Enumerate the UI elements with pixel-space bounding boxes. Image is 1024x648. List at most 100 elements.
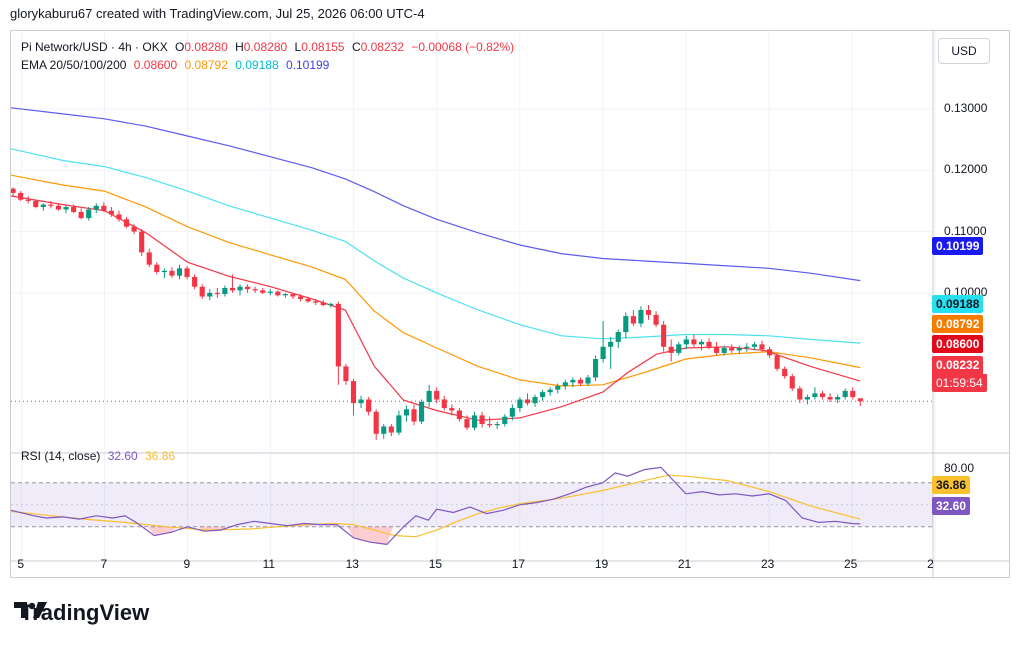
candle-body [562,382,568,387]
candle-body [366,399,372,412]
candle-body [33,200,39,208]
open-value: 0.08280 [184,40,228,54]
rsi-tick-label: 80.00 [944,460,975,475]
author-line: glorykaburu67 created with TradingView.c… [10,6,425,21]
candle-body [48,204,54,206]
ema200-price-tag: 0.10199 [932,237,984,255]
time-tick-label: 17 [511,557,526,571]
close-value: 0.08232 [360,40,405,54]
candle-body [146,252,152,265]
candle-body [313,301,319,303]
candle-body [131,226,137,232]
candle-body [608,341,614,347]
last-price-tag: 0.08232 [932,356,984,374]
candle-body [207,292,213,297]
candle-body [835,397,841,400]
candle-body [850,390,856,398]
candle-body [502,416,508,425]
candle-body [842,390,848,398]
candle-body [214,292,220,295]
high-value: 0.08280 [243,40,288,54]
candle-body [267,291,273,293]
rsi-value: 32.60 [107,449,138,463]
candle-body [328,303,334,306]
time-tick-label: 21 [677,557,692,571]
candle-body [600,346,606,360]
ema-legend: EMA 20/50/100/200 0.08600 0.08792 0.0918… [21,58,333,72]
rsi-oversold-fill [148,526,178,536]
candle-body [570,379,576,383]
candle-body [18,192,24,200]
candle-body [252,289,258,291]
symbol-title: Pi Network/USD · 4h · OKX [21,40,168,54]
candle-body [630,316,636,324]
candle-body [592,359,599,378]
candle-body [93,205,99,210]
candle-body [706,341,712,347]
tradingview-logo[interactable]: TradingView [14,600,149,626]
time-tick-label: 7 [100,557,108,571]
candle-body [381,426,387,434]
ema100-value: 0.09188 [235,58,279,72]
candle-body [101,205,107,211]
candle-body [638,310,644,324]
low-value: 0.08155 [301,40,345,54]
candle-body [464,419,470,428]
candle-body [441,399,447,409]
candle-body [540,392,546,398]
candle-body [169,270,175,276]
candle-body [857,398,863,402]
candle-body [449,408,455,411]
tradingview-logo-icon [14,602,47,618]
symbol-legend: Pi Network/USD · 4h · OKX O0.08280 H0.08… [21,40,518,54]
ema20-line [11,195,861,421]
candle-body [653,314,659,325]
price-chart[interactable] [11,31,1010,578]
time-tick-label: 9 [183,557,191,571]
candle-body [86,209,92,219]
candle-body [774,355,780,369]
candle-body [827,397,833,400]
currency-button[interactable]: USD [938,38,990,64]
chart-frame[interactable]: Pi Network/USD · 4h · OKX O0.08280 H0.08… [10,30,1010,578]
candle-body [275,291,281,296]
rsi-ma-tag: 36.86 [932,476,971,494]
candle-body [797,388,803,400]
candle-body [184,268,190,277]
candle-body [116,214,122,220]
ema200-value: 0.10199 [285,58,330,72]
ema-label: EMA 20/50/100/200 [21,58,127,72]
candle-body [320,302,326,306]
candle-body [11,188,16,193]
time-tick-label: 25 [844,557,858,571]
candle-body [691,339,697,345]
candle-body [161,270,167,273]
candle-body [721,348,727,353]
candle-body [615,332,621,342]
candle-body [237,286,243,291]
candle-body [139,231,145,253]
candle-body [358,399,364,404]
rsi-ma-line [11,474,861,538]
candle-body [305,298,311,302]
candle-body [487,424,493,426]
candle-body [335,303,341,367]
change-value: −0.00068 (−0.82%) [411,40,515,54]
ema100-line [11,148,861,344]
candle-body [192,276,198,287]
candle-body [744,346,750,349]
candle-body [176,268,183,276]
candle-body [63,207,69,210]
rsi-label: RSI (14, close) [21,449,101,463]
ema100-price-tag: 0.09188 [932,295,984,313]
candle-body [683,339,689,345]
time-tick-label: 5 [17,557,25,571]
candle-body [547,389,553,393]
rsi-ma-value: 36.86 [145,449,176,463]
candle-body [736,348,742,351]
candle-body [71,207,77,212]
candle-body [108,210,114,215]
candle-body [668,346,674,353]
ema50-price-tag: 0.08792 [932,315,984,333]
candle-body [577,379,583,384]
